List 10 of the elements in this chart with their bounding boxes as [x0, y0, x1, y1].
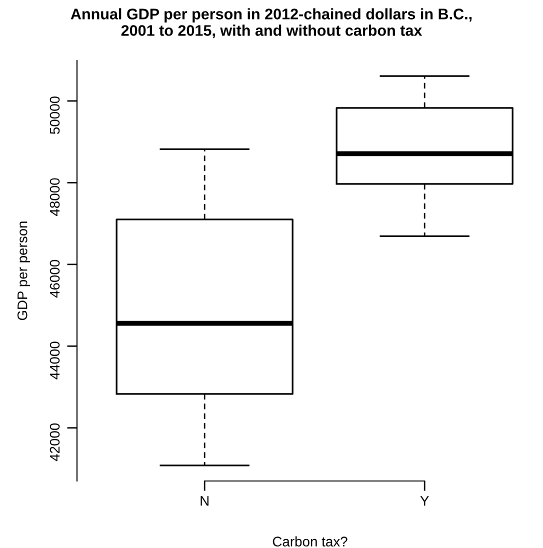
y-tick-label: 44000: [50, 342, 60, 380]
x-axis-title: Carbon tax?: [272, 536, 348, 547]
y-axis-title: GDP per person: [17, 222, 30, 320]
y-tick-label: 48000: [50, 178, 60, 216]
x-tick-label: Y: [420, 496, 429, 506]
y-tick-label: 46000: [50, 260, 60, 298]
x-tick-label: N: [200, 496, 208, 506]
y-tick-label: 50000: [50, 96, 60, 134]
chart-title: Annual GDP per person in 2012-chained dollars in B.C., 2001 to 2015, with and without carbon tax: [70, 8, 472, 38]
y-tick-label: 42000: [50, 423, 60, 462]
